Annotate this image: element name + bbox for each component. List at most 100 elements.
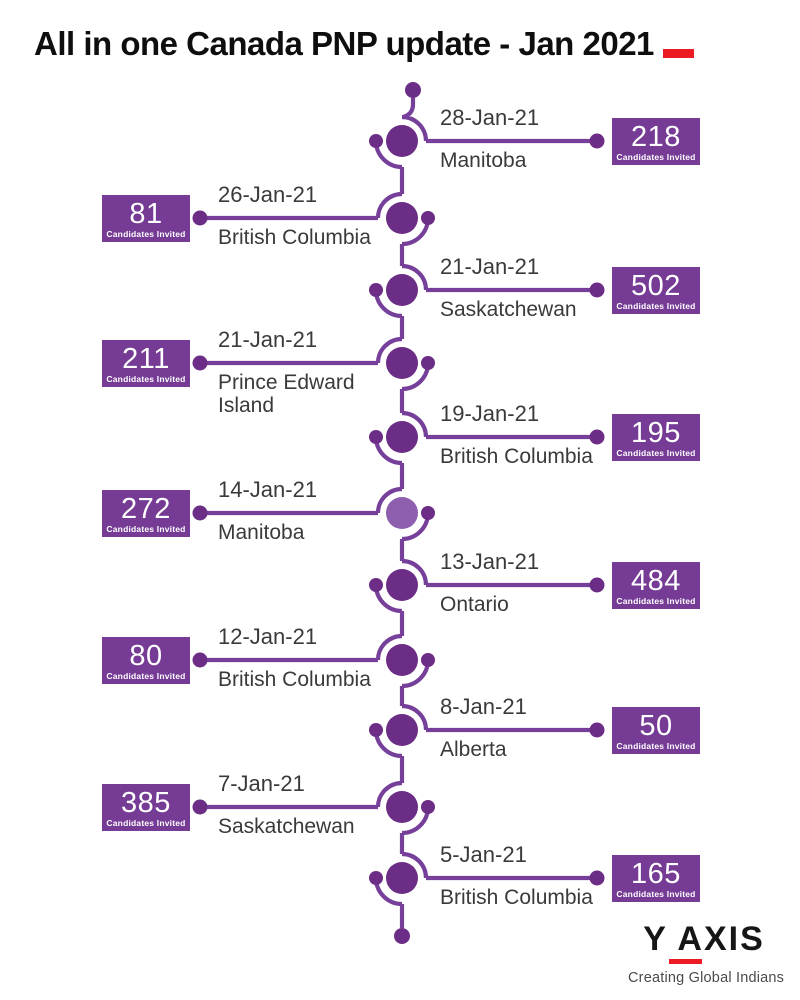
candidates-count-badge: 385 Candidates Invited bbox=[102, 784, 190, 831]
entry-province: Saskatchewan bbox=[440, 298, 577, 321]
entry-province: British Columbia bbox=[218, 668, 371, 691]
candidates-count: 385 bbox=[121, 786, 171, 819]
timeline-spine bbox=[200, 98, 597, 928]
connector-end-dot bbox=[192, 799, 208, 815]
node-satellite-dot bbox=[421, 653, 435, 667]
timeline-end-dot bbox=[394, 928, 410, 944]
entry-province: Saskatchewan bbox=[218, 815, 355, 838]
candidates-count-badge: 211 Candidates Invited bbox=[102, 340, 190, 387]
timeline-node bbox=[386, 862, 418, 894]
timeline-node bbox=[386, 569, 418, 601]
entry-province: British Columbia bbox=[440, 445, 593, 468]
candidates-count-badge: 272 Candidates Invited bbox=[102, 490, 190, 537]
entry-province: British Columbia bbox=[218, 226, 371, 249]
candidates-count-badge: 50 Candidates Invited bbox=[612, 707, 700, 754]
candidates-invited-label: Candidates Invited bbox=[616, 151, 696, 162]
candidates-count-badge: 81 Candidates Invited bbox=[102, 195, 190, 242]
timeline-start-dot bbox=[405, 82, 421, 98]
timeline-node bbox=[386, 347, 418, 379]
candidates-count: 165 bbox=[631, 857, 681, 890]
candidates-count-badge: 80 Candidates Invited bbox=[102, 637, 190, 684]
node-satellite-dot bbox=[369, 134, 383, 148]
entry-date: 8-Jan-21 bbox=[440, 694, 527, 719]
node-satellite-dot bbox=[421, 506, 435, 520]
node-satellite-dot bbox=[369, 578, 383, 592]
candidates-count: 211 bbox=[122, 342, 170, 375]
entry-province: British Columbia bbox=[440, 886, 593, 909]
entry-date: 19-Jan-21 bbox=[440, 401, 540, 426]
entry-date: 14-Jan-21 bbox=[218, 477, 318, 502]
timeline-node bbox=[386, 274, 418, 306]
candidates-count: 80 bbox=[129, 639, 163, 672]
y-axis-logo: Y AXIS Creating Global Indians bbox=[628, 920, 785, 992]
candidates-count: 50 bbox=[639, 709, 673, 742]
candidates-invited-label: Candidates Invited bbox=[106, 523, 186, 534]
candidates-count: 218 bbox=[631, 120, 681, 153]
node-satellite-dot bbox=[369, 283, 383, 297]
candidates-count-badge: 218 Candidates Invited bbox=[612, 118, 700, 165]
candidates-count-badge: 195 Candidates Invited bbox=[612, 414, 700, 461]
candidates-count-badge: 484 Candidates Invited bbox=[612, 562, 700, 609]
connector-end-dot bbox=[589, 429, 605, 445]
candidates-invited-label: Candidates Invited bbox=[106, 373, 186, 384]
candidates-invited-label: Candidates Invited bbox=[106, 817, 186, 828]
candidates-count: 195 bbox=[631, 416, 681, 449]
candidates-invited-label: Candidates Invited bbox=[106, 228, 186, 239]
entry-province: Ontario bbox=[440, 593, 509, 616]
timeline-node bbox=[386, 644, 418, 676]
node-satellite-dot bbox=[369, 871, 383, 885]
logo-wordmark: Y AXIS bbox=[643, 920, 765, 958]
timeline-node bbox=[386, 714, 418, 746]
connector-end-dot bbox=[589, 577, 605, 593]
entry-date: 21-Jan-21 bbox=[440, 254, 540, 279]
candidates-count: 272 bbox=[121, 492, 171, 525]
connector-end-dot bbox=[589, 722, 605, 738]
candidates-count: 81 bbox=[129, 197, 163, 230]
node-satellite-dot bbox=[421, 800, 435, 814]
entry-date: 21-Jan-21 bbox=[218, 327, 318, 352]
connector-end-dot bbox=[589, 282, 605, 298]
entry-date: 5-Jan-21 bbox=[440, 842, 527, 867]
logo-red-underline bbox=[669, 959, 702, 964]
entry-date: 7-Jan-21 bbox=[218, 771, 305, 796]
timeline-node bbox=[386, 202, 418, 234]
entry-date: 12-Jan-21 bbox=[218, 624, 318, 649]
node-satellite-dot bbox=[369, 430, 383, 444]
connector-end-dot bbox=[192, 355, 208, 371]
timeline-node bbox=[386, 125, 418, 157]
node-satellite-dot bbox=[369, 723, 383, 737]
entry-province: Alberta bbox=[440, 738, 507, 761]
candidates-count: 502 bbox=[631, 269, 681, 302]
candidates-invited-label: Candidates Invited bbox=[616, 740, 696, 751]
page-title: All in one Canada PNP update - Jan 2021 bbox=[34, 25, 654, 62]
logo-tagline: Creating Global Indians bbox=[628, 970, 785, 986]
entry-date: 26-Jan-21 bbox=[218, 182, 318, 207]
candidates-count-badge: 502 Candidates Invited bbox=[612, 267, 700, 314]
connector-end-dot bbox=[589, 133, 605, 149]
entry-province: Manitoba bbox=[440, 149, 527, 172]
candidates-invited-label: Candidates Invited bbox=[106, 670, 186, 681]
timeline-node bbox=[386, 791, 418, 823]
candidates-invited-label: Candidates Invited bbox=[616, 447, 696, 458]
candidates-count: 484 bbox=[631, 564, 681, 597]
connector-end-dot bbox=[192, 505, 208, 521]
header: All in one Canada PNP update - Jan 2021 bbox=[34, 24, 694, 64]
candidates-invited-label: Candidates Invited bbox=[616, 300, 696, 311]
entry-date: 28-Jan-21 bbox=[440, 105, 540, 130]
candidates-invited-label: Candidates Invited bbox=[616, 888, 696, 899]
connector-end-dot bbox=[192, 210, 208, 226]
connector-end-dot bbox=[589, 870, 605, 886]
node-satellite-dot bbox=[421, 211, 435, 225]
entry-province: Prince Edward Island bbox=[218, 371, 355, 417]
candidates-count-badge: 165 Candidates Invited bbox=[612, 855, 700, 902]
node-satellite-dot bbox=[421, 356, 435, 370]
timeline-node bbox=[386, 497, 418, 529]
entry-date: 13-Jan-21 bbox=[440, 549, 540, 574]
entry-province: Manitoba bbox=[218, 521, 305, 544]
timeline-node bbox=[386, 421, 418, 453]
title-underscore-accent bbox=[662, 49, 694, 58]
connector-end-dot bbox=[192, 652, 208, 668]
candidates-invited-label: Candidates Invited bbox=[616, 595, 696, 606]
